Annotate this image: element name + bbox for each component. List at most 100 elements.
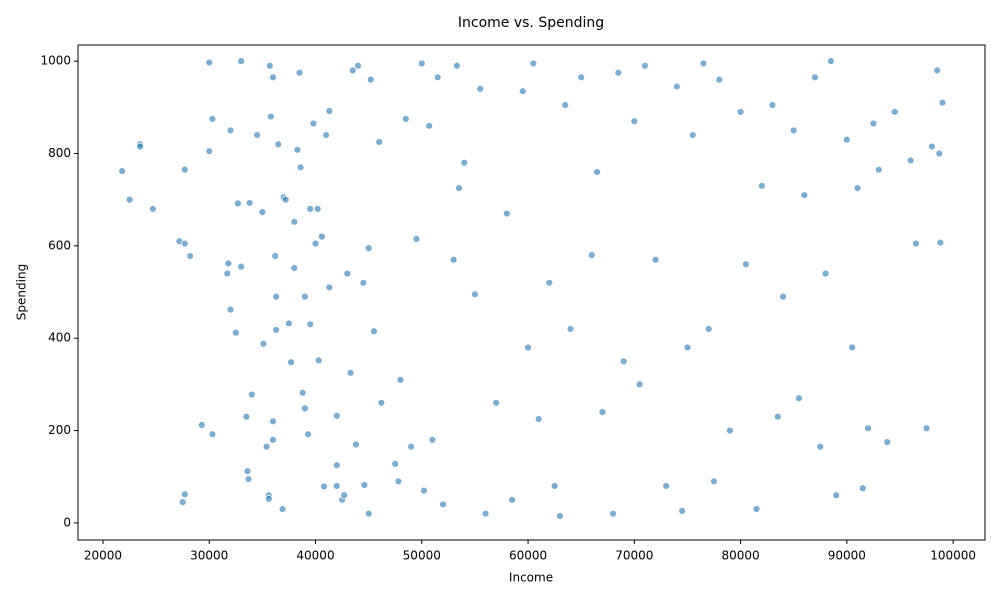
y-tick-label: 600 — [48, 238, 71, 252]
point — [848, 343, 857, 352]
point — [234, 199, 242, 208]
point — [264, 495, 273, 503]
point — [242, 412, 251, 421]
point — [425, 121, 434, 130]
point — [178, 498, 187, 507]
point — [864, 424, 873, 433]
x-tick-label: 20000 — [84, 549, 122, 563]
point — [205, 147, 214, 156]
point — [401, 114, 410, 123]
point — [619, 357, 628, 366]
point — [420, 486, 428, 495]
y-tick-label: 0 — [63, 515, 71, 529]
point — [757, 181, 766, 190]
point — [237, 262, 246, 271]
point — [306, 205, 315, 213]
point — [417, 59, 426, 68]
point — [869, 119, 878, 128]
point — [136, 142, 145, 151]
point — [452, 61, 461, 70]
point — [332, 411, 341, 420]
point — [320, 482, 328, 491]
point — [858, 484, 867, 493]
point — [492, 398, 501, 407]
x-tick-label: 90000 — [828, 549, 866, 563]
point — [396, 375, 405, 384]
point — [391, 459, 400, 468]
point — [224, 259, 233, 268]
point — [247, 390, 256, 399]
point — [340, 491, 349, 500]
point — [300, 292, 309, 301]
point — [295, 68, 304, 77]
point — [118, 167, 127, 175]
point — [180, 490, 189, 499]
point — [226, 305, 235, 314]
point — [593, 168, 602, 176]
point — [313, 205, 322, 213]
point — [890, 108, 899, 116]
point — [281, 195, 290, 204]
point — [237, 57, 246, 66]
y-axis-label: Spending — [15, 264, 29, 320]
point — [502, 209, 511, 218]
point — [394, 477, 403, 486]
point — [258, 208, 267, 217]
point — [524, 343, 532, 352]
point — [587, 251, 596, 259]
point — [377, 398, 386, 407]
point — [412, 235, 421, 243]
point — [821, 269, 830, 278]
point — [180, 239, 189, 248]
point — [481, 509, 490, 518]
point — [678, 507, 687, 515]
point — [773, 412, 782, 421]
point — [197, 421, 206, 429]
point — [471, 290, 479, 299]
point — [800, 191, 809, 199]
point — [370, 327, 378, 336]
point — [598, 408, 607, 416]
point — [325, 283, 334, 292]
point — [936, 238, 945, 247]
point — [853, 184, 862, 193]
point — [208, 430, 217, 439]
point — [752, 505, 761, 513]
x-axis-label: Income — [509, 571, 553, 585]
point — [842, 135, 851, 144]
point — [534, 415, 543, 423]
point — [314, 356, 323, 365]
point — [906, 156, 915, 165]
point — [243, 467, 252, 476]
point — [779, 292, 787, 301]
point — [272, 292, 281, 301]
point — [265, 61, 274, 70]
point — [298, 388, 307, 397]
point — [449, 255, 458, 264]
point — [244, 475, 253, 483]
point — [816, 442, 825, 451]
point — [245, 199, 254, 207]
point — [300, 404, 309, 413]
chart-title: Income vs. Spending — [458, 15, 604, 31]
point — [912, 239, 920, 248]
point — [938, 98, 947, 107]
point — [710, 477, 718, 486]
point — [304, 430, 312, 439]
point — [561, 101, 570, 109]
point — [874, 165, 883, 174]
point — [259, 339, 268, 348]
point — [231, 328, 240, 337]
point — [262, 442, 271, 451]
point — [332, 461, 341, 470]
x-tick-label: 30000 — [190, 549, 228, 563]
point — [566, 325, 575, 333]
point — [715, 75, 724, 84]
point — [125, 195, 134, 204]
point — [529, 59, 538, 68]
point — [309, 119, 318, 128]
x-tick-label: 50000 — [403, 549, 441, 563]
point — [550, 482, 559, 490]
point — [208, 114, 217, 123]
